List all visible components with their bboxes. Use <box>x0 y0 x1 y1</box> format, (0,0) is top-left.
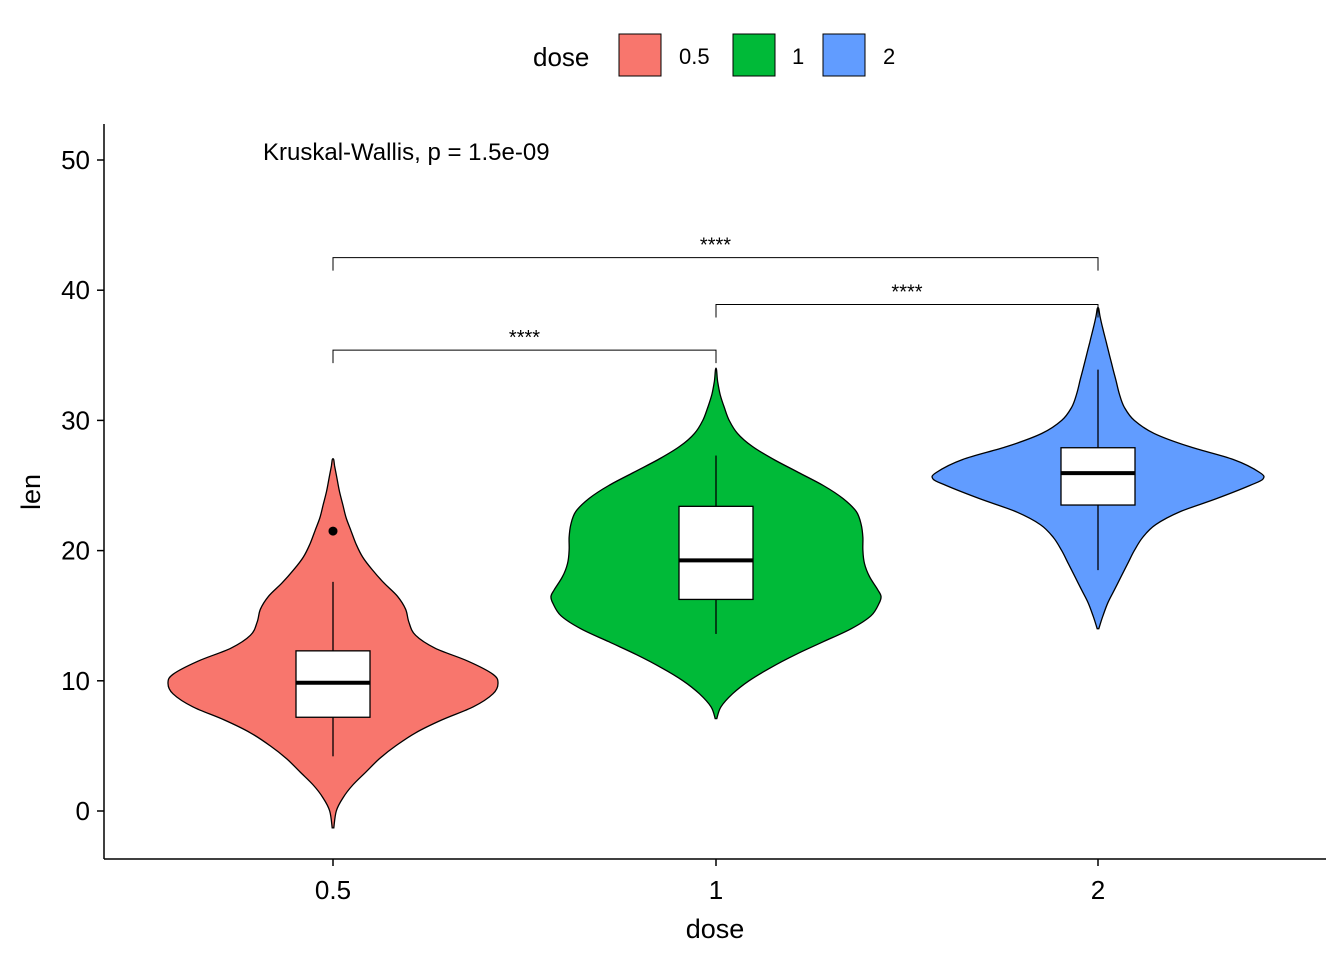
boxes-layer <box>295 369 1136 757</box>
y-tick-label-0: 0 <box>76 796 90 826</box>
y-tick-label-30: 30 <box>61 405 90 435</box>
y-tick-label-40: 40 <box>61 275 90 305</box>
legend-label-1: 1 <box>792 44 804 69</box>
bracket-label-0.5-2: **** <box>700 235 731 257</box>
legend-label-0-5: 0.5 <box>679 44 710 69</box>
bracket-label-1-2: **** <box>891 282 922 304</box>
outlier-0.5-0 <box>328 526 338 536</box>
legend-title: dose <box>533 42 589 72</box>
bracket-0.5-2 <box>332 257 1099 271</box>
legend-label-2: 2 <box>883 44 895 69</box>
kruskal-wallis-annotation: Kruskal-Wallis, p = 1.5e-09 <box>263 139 550 166</box>
y-tick-label-20: 20 <box>61 536 90 566</box>
y-axis-title: len <box>16 474 46 510</box>
x-axis-ticks: 0.5 1 2 <box>315 859 1105 905</box>
x-tick-label-0.5: 0.5 <box>315 875 351 905</box>
box-1 <box>678 505 754 601</box>
box-2 <box>1060 447 1136 506</box>
legend: dose 0.5 1 2 <box>533 33 895 77</box>
x-tick-label-1: 1 <box>709 875 723 905</box>
x-tick-label-2: 2 <box>1091 875 1105 905</box>
x-axis-title: dose <box>686 914 745 944</box>
legend-swatch-2 <box>822 33 866 77</box>
bracket-0.5-1 <box>332 349 717 364</box>
bracket-label-0.5-1: **** <box>509 327 540 349</box>
comparison-brackets: **** **** **** <box>332 235 1099 364</box>
y-tick-label-10: 10 <box>61 666 90 696</box>
y-tick-label-50: 50 <box>61 145 90 175</box>
legend-swatch-1 <box>732 33 776 77</box>
legend-swatch-0-5 <box>618 33 662 77</box>
bracket-1-2 <box>715 304 1099 318</box>
y-axis-ticks: 0 10 20 30 40 50 <box>61 145 104 826</box>
